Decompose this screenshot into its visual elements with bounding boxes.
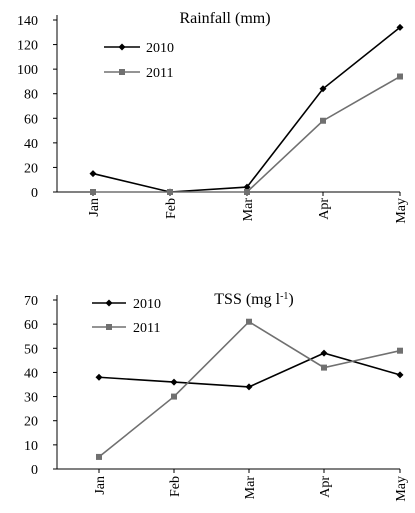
data-point bbox=[96, 453, 102, 460]
data-point bbox=[396, 371, 404, 379]
data-point bbox=[244, 189, 250, 195]
data-point bbox=[320, 117, 326, 124]
y-tick-label: 40 bbox=[24, 137, 38, 152]
data-point bbox=[170, 378, 178, 386]
legend-marker bbox=[105, 299, 113, 307]
chart-title: TSS (mg l-1) bbox=[214, 291, 293, 309]
y-tick-label: 40 bbox=[24, 366, 38, 381]
data-point bbox=[167, 189, 173, 195]
y-tick-label: 70 bbox=[24, 294, 38, 309]
data-point bbox=[243, 183, 251, 191]
legend-marker bbox=[106, 324, 112, 330]
data-point bbox=[396, 23, 404, 31]
y-tick-label: 120 bbox=[17, 39, 38, 54]
data-point bbox=[319, 85, 327, 93]
legend-label: 2010 bbox=[146, 41, 174, 56]
x-tick-label: Mar bbox=[241, 198, 256, 222]
series-line-2010 bbox=[98, 352, 401, 388]
data-point bbox=[171, 393, 177, 400]
x-tick-label: Feb bbox=[164, 198, 179, 219]
y-tick-label: 50 bbox=[24, 342, 38, 357]
x-tick-label: Feb bbox=[168, 476, 183, 497]
legend-marker bbox=[119, 69, 125, 75]
series-line-2010 bbox=[92, 26, 401, 193]
x-tick-label: Apr bbox=[317, 198, 332, 220]
data-point bbox=[320, 349, 328, 357]
x-tick-label: Apr bbox=[318, 476, 333, 498]
x-tick-label: Mar bbox=[243, 476, 258, 500]
legend-label: 2010 bbox=[133, 297, 161, 312]
y-tick-label: 60 bbox=[24, 318, 38, 333]
data-point bbox=[397, 347, 403, 354]
x-tick-label: May bbox=[394, 198, 409, 224]
x-tick-label: May bbox=[394, 476, 409, 502]
chart-title: Rainfall (mm) bbox=[179, 10, 270, 27]
chart-1: 0 20 40 60 80 100 120 140 Jan Feb Mar Apr May Rainfal… bbox=[17, 10, 409, 224]
y-tick-label: 20 bbox=[24, 415, 38, 430]
legend-label: 2011 bbox=[146, 66, 173, 81]
chart-2: 0 10 20 30 40 50 60 70 Jan Feb Mar Apr May TSS (mg l-… bbox=[24, 291, 409, 502]
legend-marker bbox=[118, 43, 126, 51]
x-tick-label: Jan bbox=[87, 198, 102, 217]
y-tick-label: 100 bbox=[17, 63, 38, 78]
y-tick-label: 20 bbox=[24, 161, 38, 176]
data-point bbox=[246, 318, 252, 325]
data-point bbox=[245, 383, 253, 391]
y-tick-label: 60 bbox=[24, 112, 38, 127]
data-point bbox=[89, 170, 97, 178]
legend-label: 2011 bbox=[133, 321, 160, 336]
data-point bbox=[397, 73, 403, 80]
y-tick-label: 30 bbox=[24, 391, 38, 406]
y-tick-label: 10 bbox=[24, 439, 38, 454]
y-tick-label: 0 bbox=[31, 186, 38, 201]
y-tick-label: 140 bbox=[17, 14, 38, 29]
x-tick-label: Jan bbox=[93, 476, 108, 495]
y-tick-label: 0 bbox=[31, 463, 38, 478]
series-line-2011 bbox=[93, 75, 401, 193]
data-point bbox=[95, 373, 103, 381]
y-tick-label: 80 bbox=[24, 88, 38, 103]
data-point bbox=[321, 364, 327, 371]
data-point bbox=[90, 189, 96, 195]
